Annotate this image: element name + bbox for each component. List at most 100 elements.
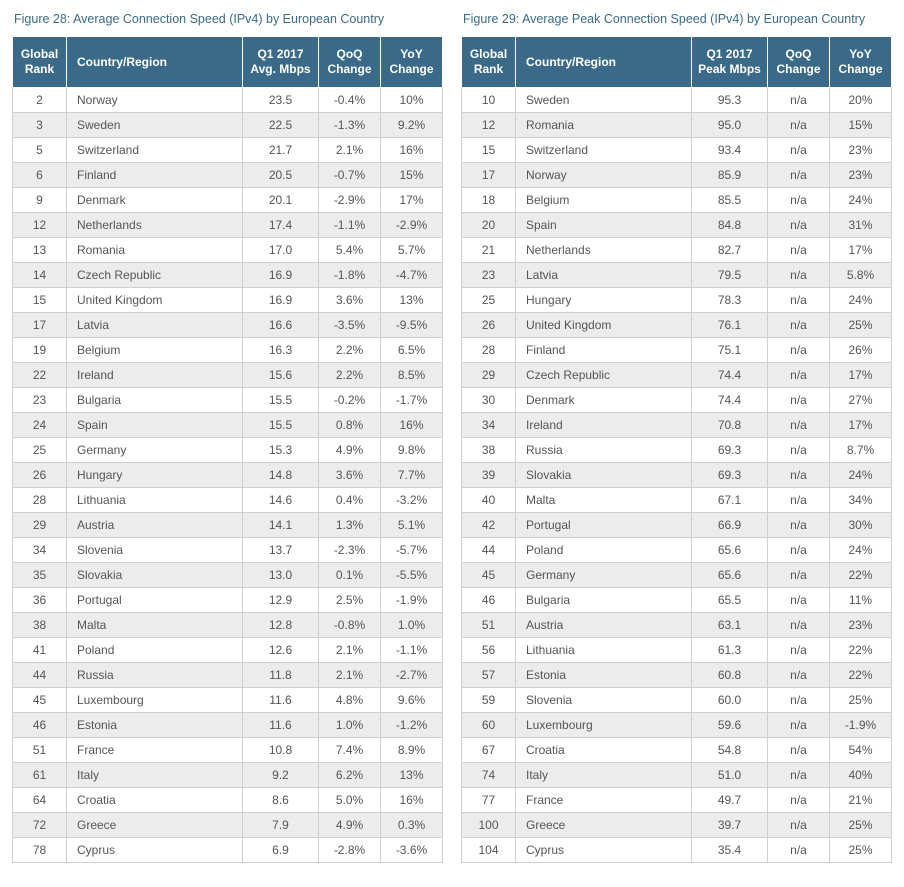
cell-country: Czech Republic: [67, 263, 243, 288]
cell-country: Finland: [516, 338, 692, 363]
cell-country: Sweden: [516, 88, 692, 113]
cell-rank: 78: [13, 838, 67, 863]
cell-country: Spain: [67, 413, 243, 438]
cell-qoq: -3.5%: [319, 313, 381, 338]
cell-country: Austria: [516, 613, 692, 638]
cell-value: 14.1: [243, 513, 319, 538]
table-row: 23Bulgaria15.5-0.2%-1.7%: [13, 388, 443, 413]
cell-value: 17.4: [243, 213, 319, 238]
cell-rank: 17: [13, 313, 67, 338]
cell-qoq: n/a: [768, 438, 830, 463]
cell-value: 16.6: [243, 313, 319, 338]
cell-rank: 14: [13, 263, 67, 288]
cell-rank: 34: [462, 413, 516, 438]
cell-rank: 38: [13, 613, 67, 638]
cell-value: 17.0: [243, 238, 319, 263]
table-row: 40Malta67.1n/a34%: [462, 488, 892, 513]
cell-value: 82.7: [692, 238, 768, 263]
cell-value: 22.5: [243, 113, 319, 138]
cell-rank: 26: [462, 313, 516, 338]
table-row: 46Bulgaria65.5n/a11%: [462, 588, 892, 613]
cell-country: Germany: [516, 563, 692, 588]
cell-value: 67.1: [692, 488, 768, 513]
cell-country: Belgium: [516, 188, 692, 213]
cell-value: 95.0: [692, 113, 768, 138]
cell-yoy: 26%: [830, 338, 892, 363]
cell-yoy: 40%: [830, 763, 892, 788]
cell-qoq: n/a: [768, 663, 830, 688]
cell-rank: 41: [13, 638, 67, 663]
cell-qoq: n/a: [768, 213, 830, 238]
cell-country: Slovakia: [516, 463, 692, 488]
table-row: 12Netherlands17.4-1.1%-2.9%: [13, 213, 443, 238]
cell-country: Germany: [67, 438, 243, 463]
table-row: 15Switzerland93.4n/a23%: [462, 138, 892, 163]
cell-qoq: 1.0%: [319, 713, 381, 738]
cell-value: 20.1: [243, 188, 319, 213]
cell-qoq: n/a: [768, 163, 830, 188]
cell-yoy: 23%: [830, 613, 892, 638]
cell-qoq: 2.5%: [319, 588, 381, 613]
cell-rank: 39: [462, 463, 516, 488]
table-row: 74Italy51.0n/a40%: [462, 763, 892, 788]
cell-yoy: 17%: [830, 413, 892, 438]
cell-value: 59.6: [692, 713, 768, 738]
cell-country: Slovakia: [67, 563, 243, 588]
table-row: 72Greece7.94.9%0.3%: [13, 813, 443, 838]
table-row: 18Belgium85.5n/a24%: [462, 188, 892, 213]
cell-country: Russia: [516, 438, 692, 463]
cell-rank: 28: [13, 488, 67, 513]
cell-qoq: 2.1%: [319, 138, 381, 163]
col-country-region: Country/Region: [67, 37, 243, 88]
cell-rank: 9: [13, 188, 67, 213]
cell-qoq: 0.1%: [319, 563, 381, 588]
table-row: 26United Kingdom76.1n/a25%: [462, 313, 892, 338]
cell-value: 69.3: [692, 463, 768, 488]
cell-qoq: n/a: [768, 613, 830, 638]
cell-value: 66.9: [692, 513, 768, 538]
cell-qoq: n/a: [768, 263, 830, 288]
table-row: 9Denmark20.1-2.9%17%: [13, 188, 443, 213]
cell-yoy: 17%: [381, 188, 443, 213]
cell-value: 11.6: [243, 713, 319, 738]
col-yoy-change: YoYChange: [830, 37, 892, 88]
table-row: 24Spain15.50.8%16%: [13, 413, 443, 438]
figure-28-body: 2Norway23.5-0.4%10%3Sweden22.5-1.3%9.2%5…: [13, 88, 443, 863]
cell-country: Estonia: [516, 663, 692, 688]
table-row: 100Greece39.7n/a25%: [462, 813, 892, 838]
table-row: 44Russia11.82.1%-2.7%: [13, 663, 443, 688]
cell-country: Denmark: [516, 388, 692, 413]
cell-yoy: 17%: [830, 238, 892, 263]
cell-rank: 67: [462, 738, 516, 763]
table-row: 56Lithuania61.3n/a22%: [462, 638, 892, 663]
table-row: 29Czech Republic74.4n/a17%: [462, 363, 892, 388]
table-row: 36Portugal12.92.5%-1.9%: [13, 588, 443, 613]
table-row: 51Austria63.1n/a23%: [462, 613, 892, 638]
cell-yoy: 25%: [830, 688, 892, 713]
cell-value: 13.0: [243, 563, 319, 588]
cell-rank: 77: [462, 788, 516, 813]
table-row: 30Denmark74.4n/a27%: [462, 388, 892, 413]
table-row: 38Russia69.3n/a8.7%: [462, 438, 892, 463]
cell-yoy: 8.7%: [830, 438, 892, 463]
cell-qoq: -0.7%: [319, 163, 381, 188]
cell-yoy: 34%: [830, 488, 892, 513]
cell-qoq: n/a: [768, 338, 830, 363]
cell-value: 74.4: [692, 388, 768, 413]
cell-qoq: n/a: [768, 113, 830, 138]
cell-yoy: 5.8%: [830, 263, 892, 288]
cell-rank: 2: [13, 88, 67, 113]
cell-rank: 46: [462, 588, 516, 613]
cell-yoy: -1.7%: [381, 388, 443, 413]
cell-country: Netherlands: [516, 238, 692, 263]
table-row: 20Spain84.8n/a31%: [462, 213, 892, 238]
cell-value: 11.8: [243, 663, 319, 688]
table-header-row: GlobalRank Country/Region Q1 2017Avg. Mb…: [13, 37, 443, 88]
cell-value: 54.8: [692, 738, 768, 763]
cell-yoy: -4.7%: [381, 263, 443, 288]
table-row: 17Norway85.9n/a23%: [462, 163, 892, 188]
cell-country: Greece: [516, 813, 692, 838]
cell-value: 7.9: [243, 813, 319, 838]
cell-qoq: 2.1%: [319, 638, 381, 663]
cell-yoy: 27%: [830, 388, 892, 413]
